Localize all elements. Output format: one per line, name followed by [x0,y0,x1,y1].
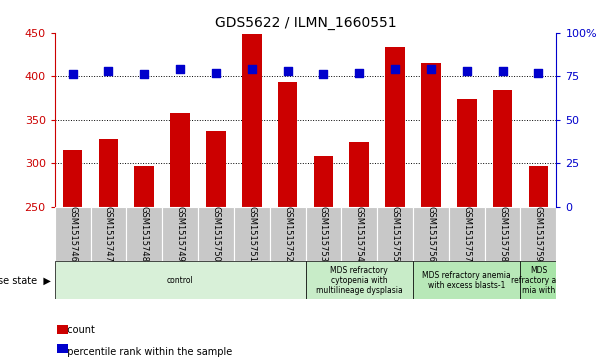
Text: GSM1515746: GSM1515746 [68,206,77,262]
Bar [126,207,162,261]
Point [426,66,436,72]
Bar [314,156,333,207]
Point [283,68,292,74]
Bar [305,207,341,261]
Bar [91,207,126,261]
Text: disease state  ▶: disease state ▶ [0,276,51,285]
Text: GSM1515757: GSM1515757 [462,206,471,262]
Bar [385,46,405,207]
Bar [377,207,413,261]
Title: GDS5622 / ILMN_1660551: GDS5622 / ILMN_1660551 [215,16,396,30]
Bar [520,261,556,299]
Text: GSM1515747: GSM1515747 [104,206,113,262]
Bar [55,207,91,261]
Bar [170,113,190,207]
Text: GSM1515749: GSM1515749 [176,206,185,262]
Point [319,72,328,77]
Text: MDS refractory anemia
with excess blasts-1: MDS refractory anemia with excess blasts… [423,271,511,290]
Bar [492,90,513,207]
Bar [305,261,413,299]
Text: GSM1515755: GSM1515755 [390,206,399,262]
Text: control: control [167,276,193,285]
Bar [63,150,83,207]
Point [390,66,400,72]
Point [462,68,472,74]
Bar [457,99,477,207]
Bar [234,207,270,261]
Bar [413,207,449,261]
Bar [162,207,198,261]
Text: GSM1515748: GSM1515748 [140,206,149,262]
Text: MDS refractory
cytopenia with
multilineage dysplasia: MDS refractory cytopenia with multilinea… [316,265,402,295]
Bar [350,142,369,207]
Text: GSM1515753: GSM1515753 [319,206,328,262]
Text: count: count [61,325,95,335]
Bar [206,131,226,207]
Point [354,70,364,76]
Bar [421,63,441,207]
Text: GSM1515752: GSM1515752 [283,206,292,262]
Point [103,68,113,74]
Bar [134,166,154,207]
Bar [242,34,261,207]
Bar [55,261,305,299]
Bar [528,166,548,207]
Point [175,66,185,72]
Text: GSM1515758: GSM1515758 [498,206,507,262]
Bar [270,207,305,261]
Bar [520,207,556,261]
Text: percentile rank within the sample: percentile rank within the sample [61,347,232,357]
Point [67,72,77,77]
Bar [198,207,234,261]
Bar [413,261,520,299]
Point [247,66,257,72]
Text: GSM1515751: GSM1515751 [247,206,257,262]
Point [498,68,508,74]
Text: GSM1515754: GSM1515754 [354,206,364,262]
Bar [449,207,485,261]
Bar [485,207,520,261]
Text: GSM1515750: GSM1515750 [212,206,221,262]
Text: GSM1515756: GSM1515756 [426,206,435,262]
Text: MDS
refractory ane
mia with: MDS refractory ane mia with [511,265,566,295]
Point [211,70,221,76]
Bar [98,139,119,207]
Bar [341,207,377,261]
Point [139,72,149,77]
Text: GSM1515759: GSM1515759 [534,206,543,262]
Point [534,70,544,76]
Bar [278,82,297,207]
